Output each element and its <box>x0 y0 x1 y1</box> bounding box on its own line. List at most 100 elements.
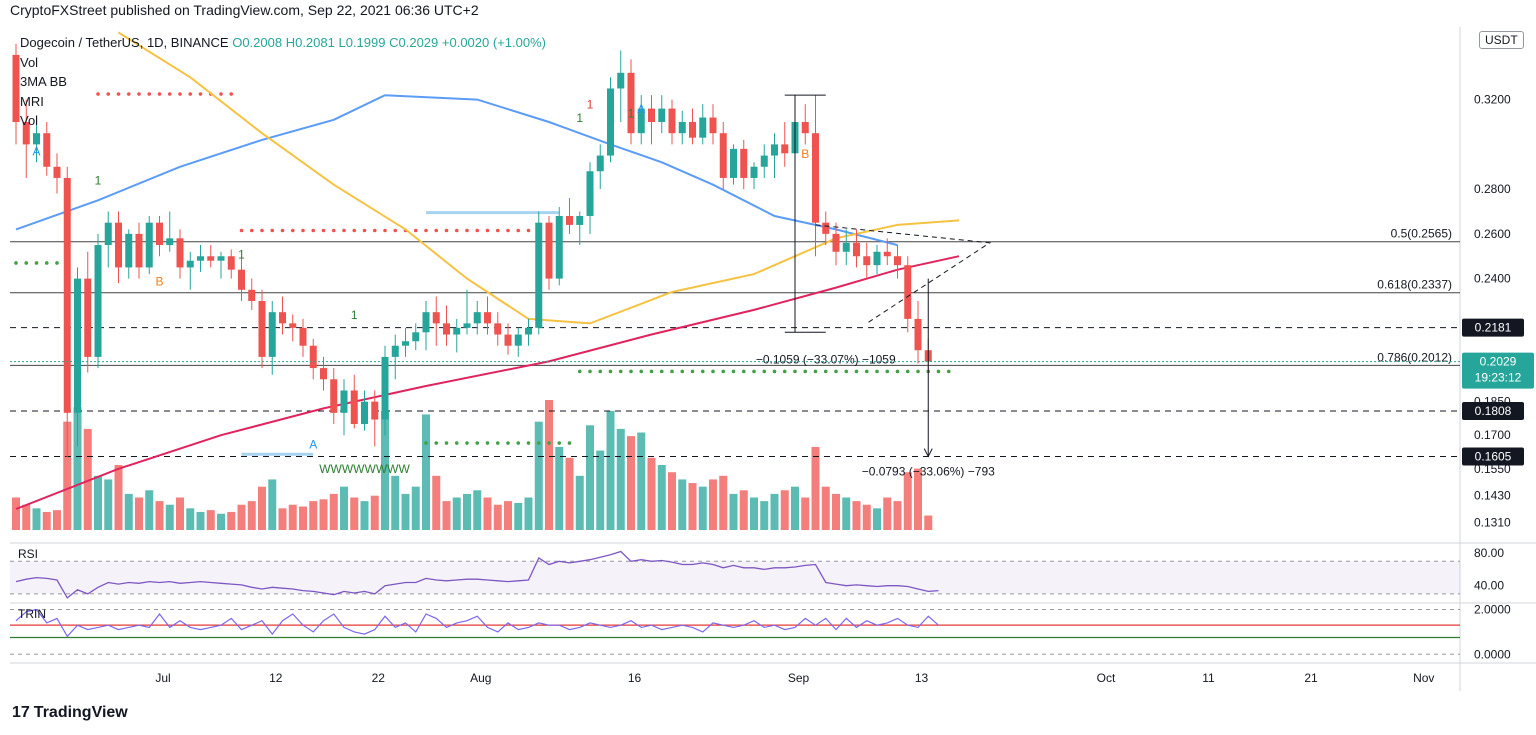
measure-annotation-2: −0.0793 (−33.06%) −793 <box>862 464 995 478</box>
volume-bar <box>370 495 379 530</box>
volume-bar <box>42 511 51 530</box>
time-axis-tick: 22 <box>372 671 386 685</box>
candle-body <box>135 233 143 268</box>
volume-bar <box>442 501 451 530</box>
candle-body <box>504 334 512 346</box>
dotted-support-dot <box>731 369 736 374</box>
dotted-resistance-dot <box>198 92 203 96</box>
time-axis-tick: Oct <box>1097 671 1116 685</box>
time-axis-tick: Sep <box>788 671 810 685</box>
candle-body <box>74 278 81 413</box>
dotted-resistance-dot <box>260 228 264 233</box>
candle-body <box>545 222 553 279</box>
candle-body <box>84 278 92 357</box>
candle-body <box>443 323 450 335</box>
rsi-label: RSI <box>18 547 38 561</box>
measure-arrowhead <box>923 448 933 458</box>
dotted-resistance-dot <box>362 228 367 233</box>
fib-level-label: 0.5(0.2565) <box>1391 227 1452 241</box>
volume-bar <box>903 472 912 530</box>
indicator-3ma-bb[interactable]: 3MA BB <box>20 74 67 89</box>
dotted-resistance-dot <box>383 228 387 233</box>
time-axis-tick: 13 <box>915 671 929 685</box>
volume-bar <box>596 450 605 530</box>
volume-bar <box>288 504 297 530</box>
dotted-resistance-dot <box>126 92 131 96</box>
volume-bar <box>791 486 799 530</box>
candle-body <box>873 251 881 266</box>
volume-bar <box>73 407 82 530</box>
dotted-support-dot <box>895 369 900 374</box>
dotted-support-dot <box>526 441 531 445</box>
candle-body <box>678 122 686 134</box>
dotted-support-dot <box>485 441 490 445</box>
price-chart-svg[interactable]: 0.5(0.2565) 0.618(0.2337) 0.786(0.2012) 0.2… <box>10 27 1536 691</box>
dotted-resistance-dot <box>516 228 521 233</box>
time-axis-tick: 12 <box>269 671 283 685</box>
dotted-support-dot <box>834 369 838 374</box>
signal-marker: B <box>155 274 163 288</box>
dotted-support-dot <box>536 441 541 445</box>
time-axis-tick: 21 <box>1304 671 1318 685</box>
dotted-support-dot <box>946 369 951 374</box>
volume-bar <box>63 421 72 530</box>
candle-body <box>381 356 389 420</box>
candle-body <box>156 222 163 246</box>
publisher-caption: CryptoFXStreet published on TradingView.… <box>10 2 479 18</box>
fib-level-label: 0.786(0.2012) <box>1377 350 1452 364</box>
price-axis-tick: 0.1430 <box>1474 489 1511 503</box>
dotted-support-dot <box>936 369 941 374</box>
indicator-vol[interactable]: Vol <box>20 54 39 70</box>
chart-area[interactable]: 0.5(0.2565) 0.618(0.2337) 0.786(0.2012) 0.2… <box>10 27 1536 691</box>
volume-bar <box>627 436 635 530</box>
dotted-support-dot <box>516 441 521 445</box>
volume-bar <box>801 497 810 530</box>
dotted-support-dot <box>844 369 849 374</box>
volume-bar <box>657 465 666 530</box>
candle-body <box>668 108 676 134</box>
ohlc-close: C0.2029 <box>389 35 439 50</box>
symbol-title[interactable]: Dogecoin / TetherUS, 1D, BINANCE <box>20 35 229 50</box>
dotted-resistance-dot <box>188 92 193 96</box>
volume-bar <box>217 513 225 530</box>
dotted-support-dot <box>741 369 746 374</box>
candle-body <box>771 144 778 156</box>
candle-body <box>258 300 266 357</box>
signal-marker: WWWWWWWW <box>319 462 410 476</box>
dotted-support-dot <box>762 369 767 374</box>
volume-bar <box>165 504 174 530</box>
time-axis-tick: Jul <box>155 671 170 685</box>
candle-body <box>740 148 748 178</box>
candle-body <box>832 233 840 252</box>
dotted-support-dot <box>465 441 469 445</box>
dotted-resistance-dot <box>311 228 316 233</box>
dotted-support-dot <box>782 369 787 374</box>
candle-body <box>309 345 317 369</box>
dotted-resistance-dot <box>229 92 234 96</box>
price-axis-tick: 0.1850 <box>1474 395 1511 409</box>
candle-body <box>63 177 71 413</box>
volume-bar <box>862 504 871 530</box>
trin-axis-tick: 2.0000 <box>1474 602 1511 616</box>
signal-marker: A <box>32 145 40 159</box>
volume-bar <box>586 425 594 530</box>
dotted-support-dot <box>629 369 633 374</box>
volume-bar <box>739 490 748 530</box>
volume-bar <box>299 506 307 530</box>
volume-bar <box>145 490 154 530</box>
last-price-badge <box>1462 352 1534 389</box>
dotted-support-dot <box>854 369 859 374</box>
candle-body <box>125 233 133 268</box>
dotted-resistance-dot <box>352 228 357 233</box>
indicator-vol-2[interactable]: Vol <box>20 113 39 128</box>
price-countdown: 19:23:12 <box>1475 371 1522 385</box>
indicator-mri[interactable]: MRI <box>20 93 44 109</box>
tradingview-logo[interactable]: 17 TradingView <box>12 704 128 722</box>
candle-body <box>320 368 327 380</box>
candle-body <box>371 401 379 420</box>
volume-bar <box>381 410 389 530</box>
volume-bar <box>483 497 492 530</box>
currency-badge[interactable]: USDT <box>1479 31 1524 49</box>
volume-bar <box>114 465 123 530</box>
tradingview-logo-icon: 17 <box>12 704 30 721</box>
